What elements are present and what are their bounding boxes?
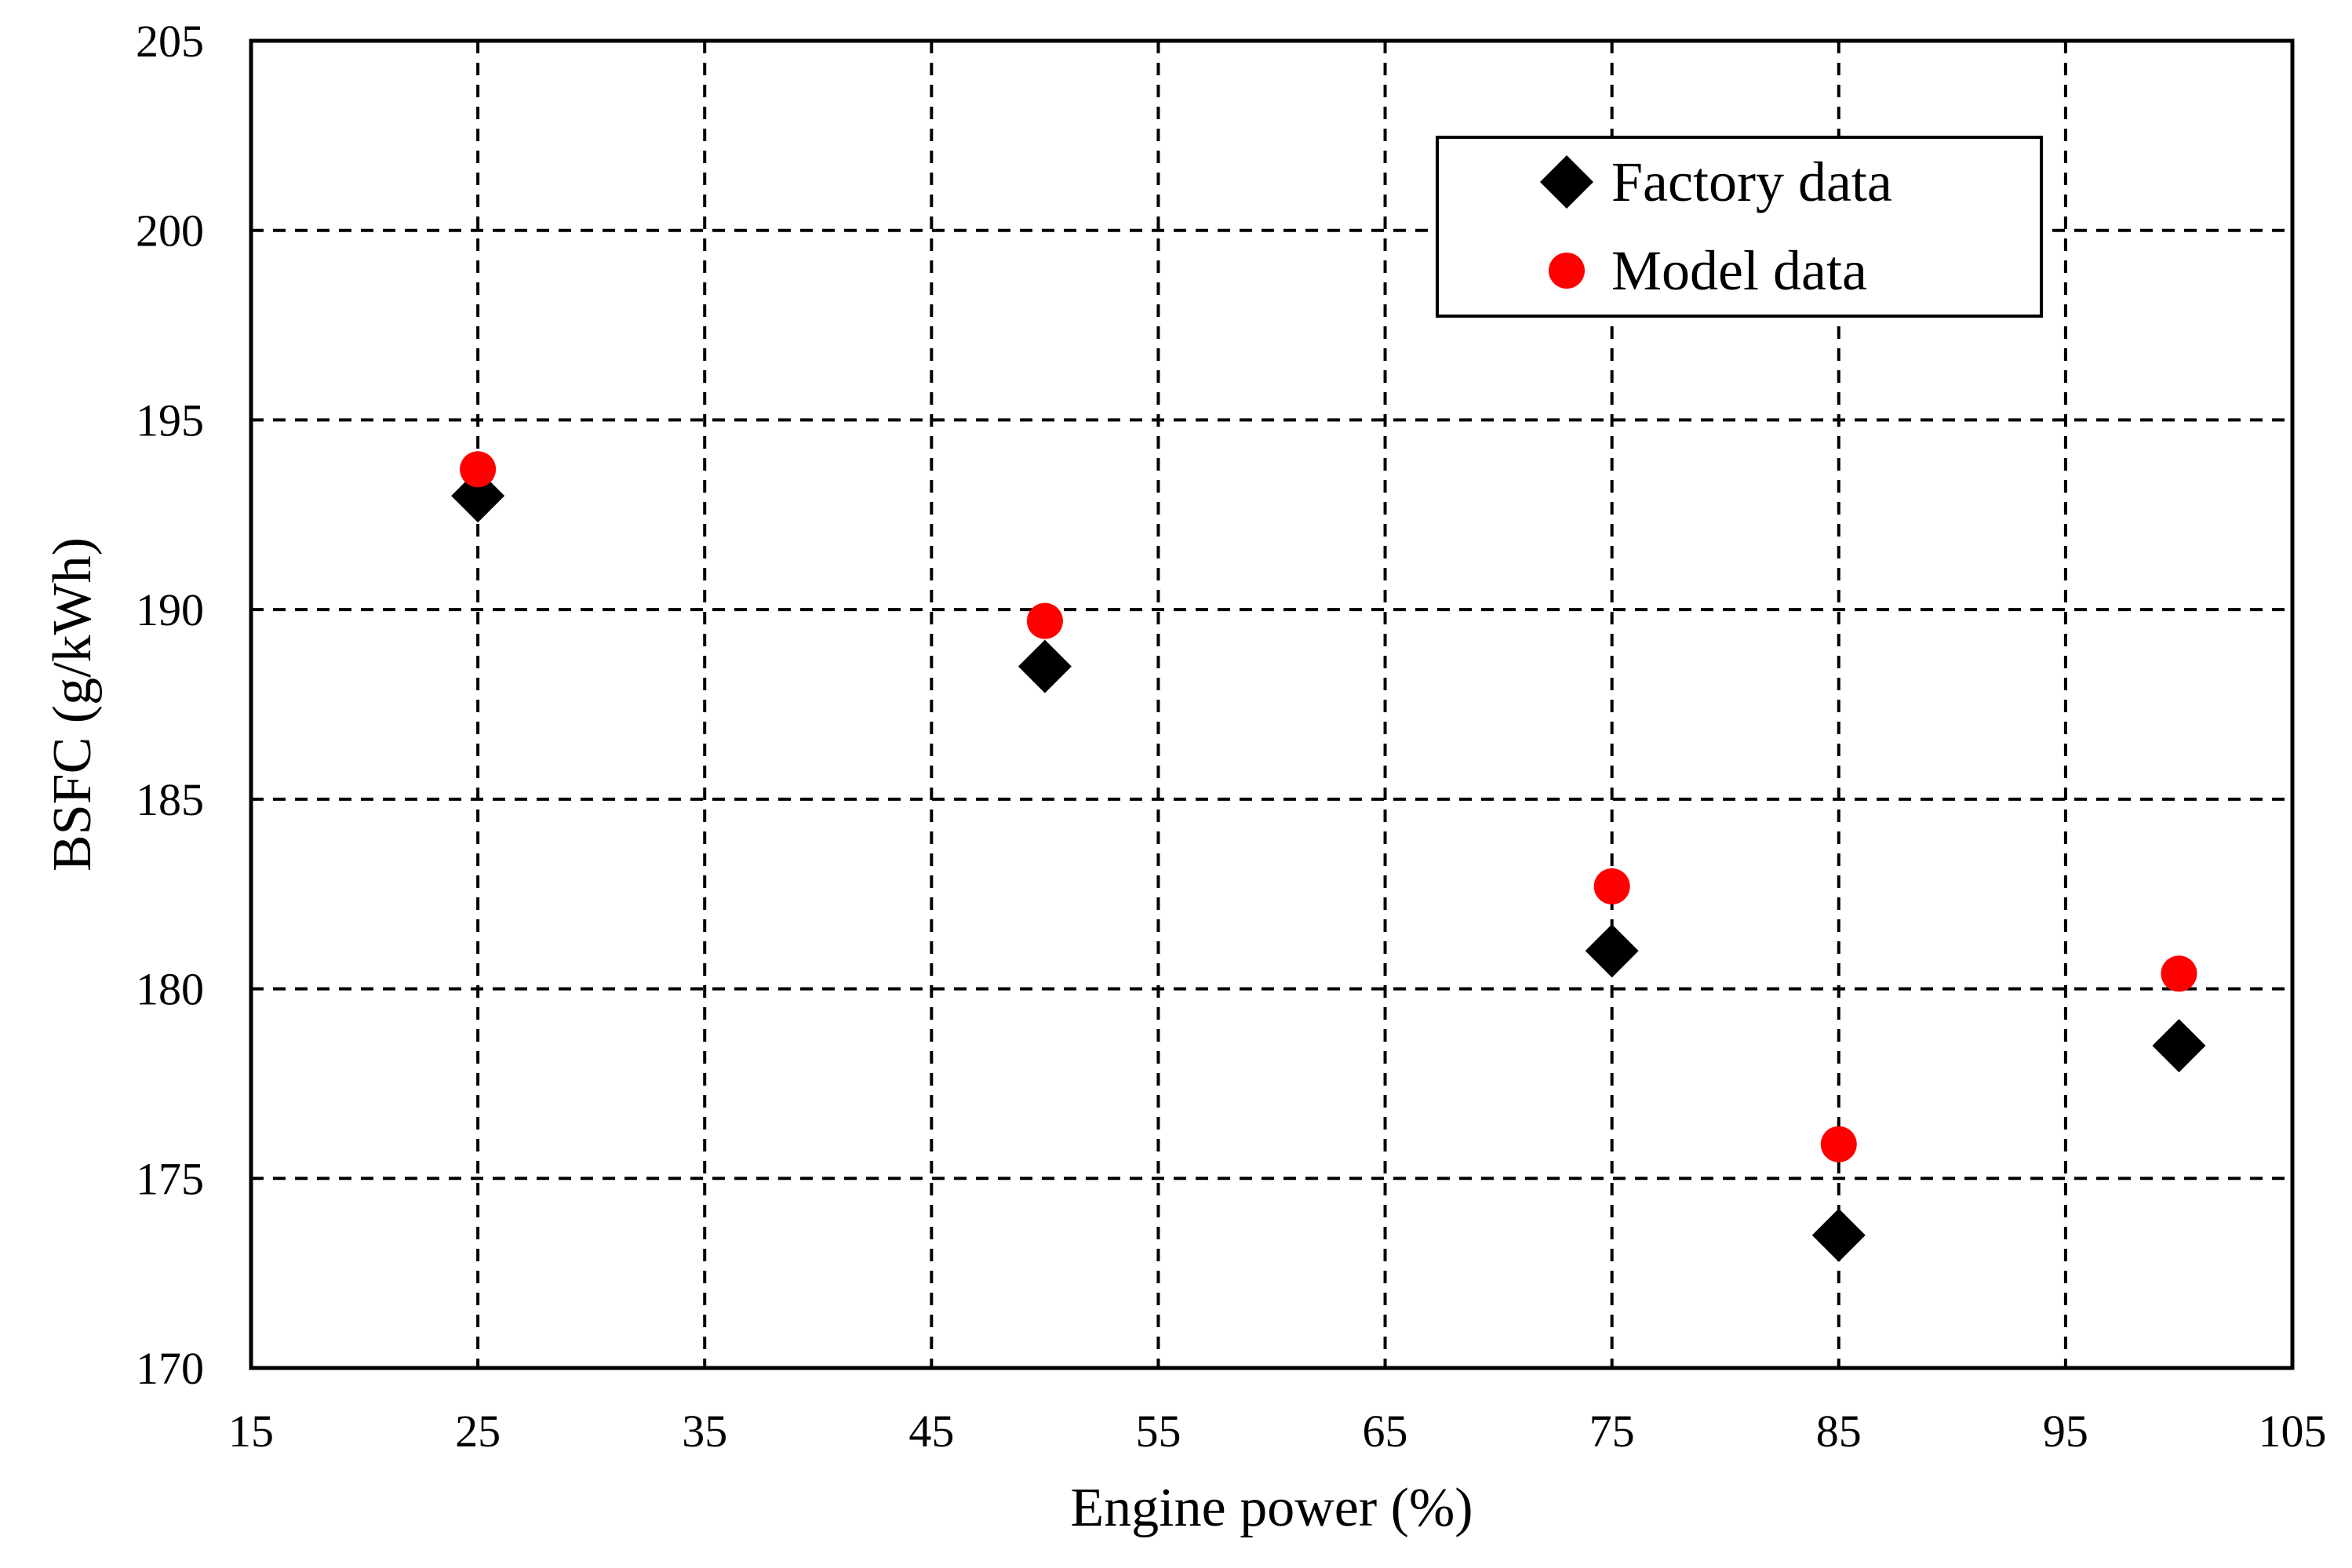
x-tick-label: 25 bbox=[455, 1406, 501, 1457]
legend-box bbox=[1436, 136, 2043, 318]
x-tick-label: 95 bbox=[2043, 1406, 2088, 1457]
y-tick-label: 170 bbox=[136, 1343, 204, 1394]
factory-data-point bbox=[1585, 924, 1639, 978]
y-axis-title: BSFC (g/kWh) bbox=[42, 537, 103, 871]
x-axis-title: Engine power (%) bbox=[1070, 1478, 1473, 1538]
x-tick-label: 65 bbox=[1363, 1406, 1408, 1457]
model-data-point bbox=[1820, 1126, 1857, 1162]
x-tick-label: 55 bbox=[1135, 1406, 1181, 1457]
plot-frame bbox=[249, 38, 2295, 1370]
x-tick-label: 105 bbox=[2259, 1406, 2327, 1457]
data-points bbox=[451, 451, 2206, 1262]
legend-marker-model-data bbox=[1549, 253, 1585, 289]
model-data-point bbox=[1593, 868, 1630, 905]
factory-data-point bbox=[1018, 639, 1072, 693]
y-tick-label: 200 bbox=[136, 206, 204, 256]
y-tick-label: 175 bbox=[136, 1153, 204, 1204]
legend-label-factory-data: Factory data bbox=[1611, 151, 1892, 213]
model-data-point bbox=[1026, 602, 1063, 639]
factory-data-point bbox=[2152, 1019, 2206, 1073]
y-tick-label: 195 bbox=[136, 395, 204, 446]
model-data-point bbox=[460, 451, 497, 488]
y-tick-label: 205 bbox=[136, 16, 204, 67]
factory-data-point bbox=[451, 469, 505, 523]
x-axis-ticks: 15 25 35 45 55 65 75 85 95 105 bbox=[228, 1406, 2327, 1457]
legend-marker-shape bbox=[1540, 155, 1593, 209]
y-tick-label: 180 bbox=[136, 964, 204, 1015]
factory-data-point bbox=[1811, 1208, 1866, 1262]
legend-marker-shape bbox=[1549, 253, 1585, 289]
y-tick-label: 185 bbox=[136, 774, 204, 825]
model-data-point bbox=[2161, 955, 2197, 992]
y-tick-label: 190 bbox=[136, 584, 204, 635]
x-tick-label: 85 bbox=[1816, 1406, 1862, 1457]
x-tick-label: 35 bbox=[682, 1406, 727, 1457]
legend: Factory data Model data bbox=[1436, 136, 2043, 318]
legend-label-model-data: Model data bbox=[1611, 239, 1867, 302]
x-tick-label: 15 bbox=[228, 1406, 274, 1457]
x-tick-label: 75 bbox=[1589, 1406, 1635, 1457]
y-axis-ticks: 170 175 180 185 190 195 200 205 bbox=[136, 16, 204, 1394]
x-tick-label: 45 bbox=[908, 1406, 954, 1457]
legend-marker-factory-data bbox=[1540, 155, 1593, 209]
